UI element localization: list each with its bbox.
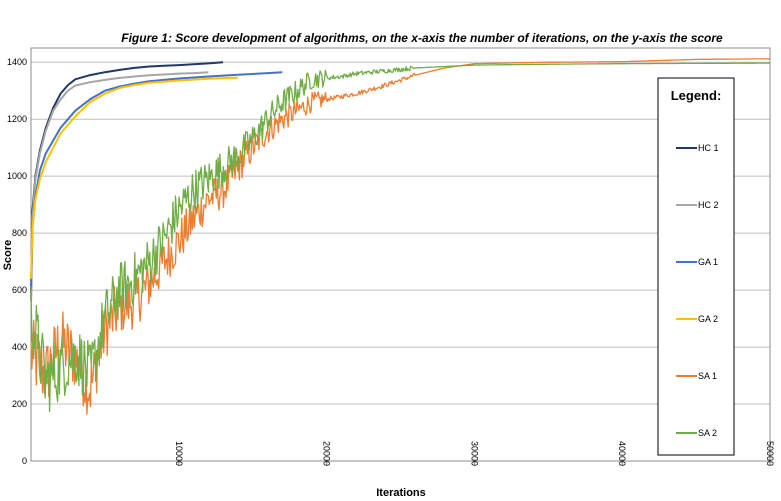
- y-tick-label: 1200: [7, 114, 27, 124]
- series-line-ga-2: [30, 76, 238, 279]
- legend-entry-label: SA 2: [698, 428, 717, 438]
- x-tick-label: 20000: [322, 441, 332, 466]
- chart-title: Figure 1: Score development of algorithm…: [121, 31, 723, 45]
- series-lines: [30, 58, 770, 415]
- legend-entry-label: SA 1: [698, 371, 717, 381]
- legend-entry-label: HC 1: [698, 143, 719, 153]
- legend-entry-label: GA 1: [698, 257, 718, 267]
- x-tick-label: 30000: [469, 441, 479, 466]
- series-line-sa-2: [30, 62, 770, 413]
- series-line-ga-1: [30, 71, 283, 291]
- legend-items: HC 1 HC 2 GA 1 GA 2 SA 1 SA 2: [676, 143, 719, 438]
- legend-entry-label: HC 2: [698, 200, 719, 210]
- x-tick-label: 10000: [174, 441, 184, 466]
- x-axis-ticks: 10000 20000 30000 40000 50000: [174, 441, 775, 466]
- y-tick-label: 800: [12, 228, 27, 238]
- series-line-hc-2: [30, 71, 209, 302]
- grid-lines: [31, 61, 770, 405]
- legend: Legend: HC 1 HC 2 GA 1 GA 2 SA 1 SA 2: [657, 77, 735, 456]
- legend-box: [657, 77, 735, 456]
- x-axis-label: Iterations: [376, 487, 426, 499]
- legend-title: Legend:: [671, 88, 722, 103]
- y-axis-ticks: 0 200 400 600 800 1000 1200 1400: [7, 57, 27, 466]
- x-tick-label: 40000: [617, 441, 627, 466]
- y-axis-label: Score: [2, 240, 14, 271]
- y-tick-label: 0: [22, 456, 27, 466]
- y-tick-label: 200: [12, 399, 27, 409]
- series-line-sa-1: [30, 58, 770, 415]
- legend-entry-label: GA 2: [698, 314, 718, 324]
- y-tick-label: 600: [12, 285, 27, 295]
- y-tick-label: 400: [12, 342, 27, 352]
- y-tick-label: 1400: [7, 57, 27, 67]
- y-tick-label: 1000: [7, 171, 27, 181]
- x-tick-label: 50000: [765, 441, 775, 466]
